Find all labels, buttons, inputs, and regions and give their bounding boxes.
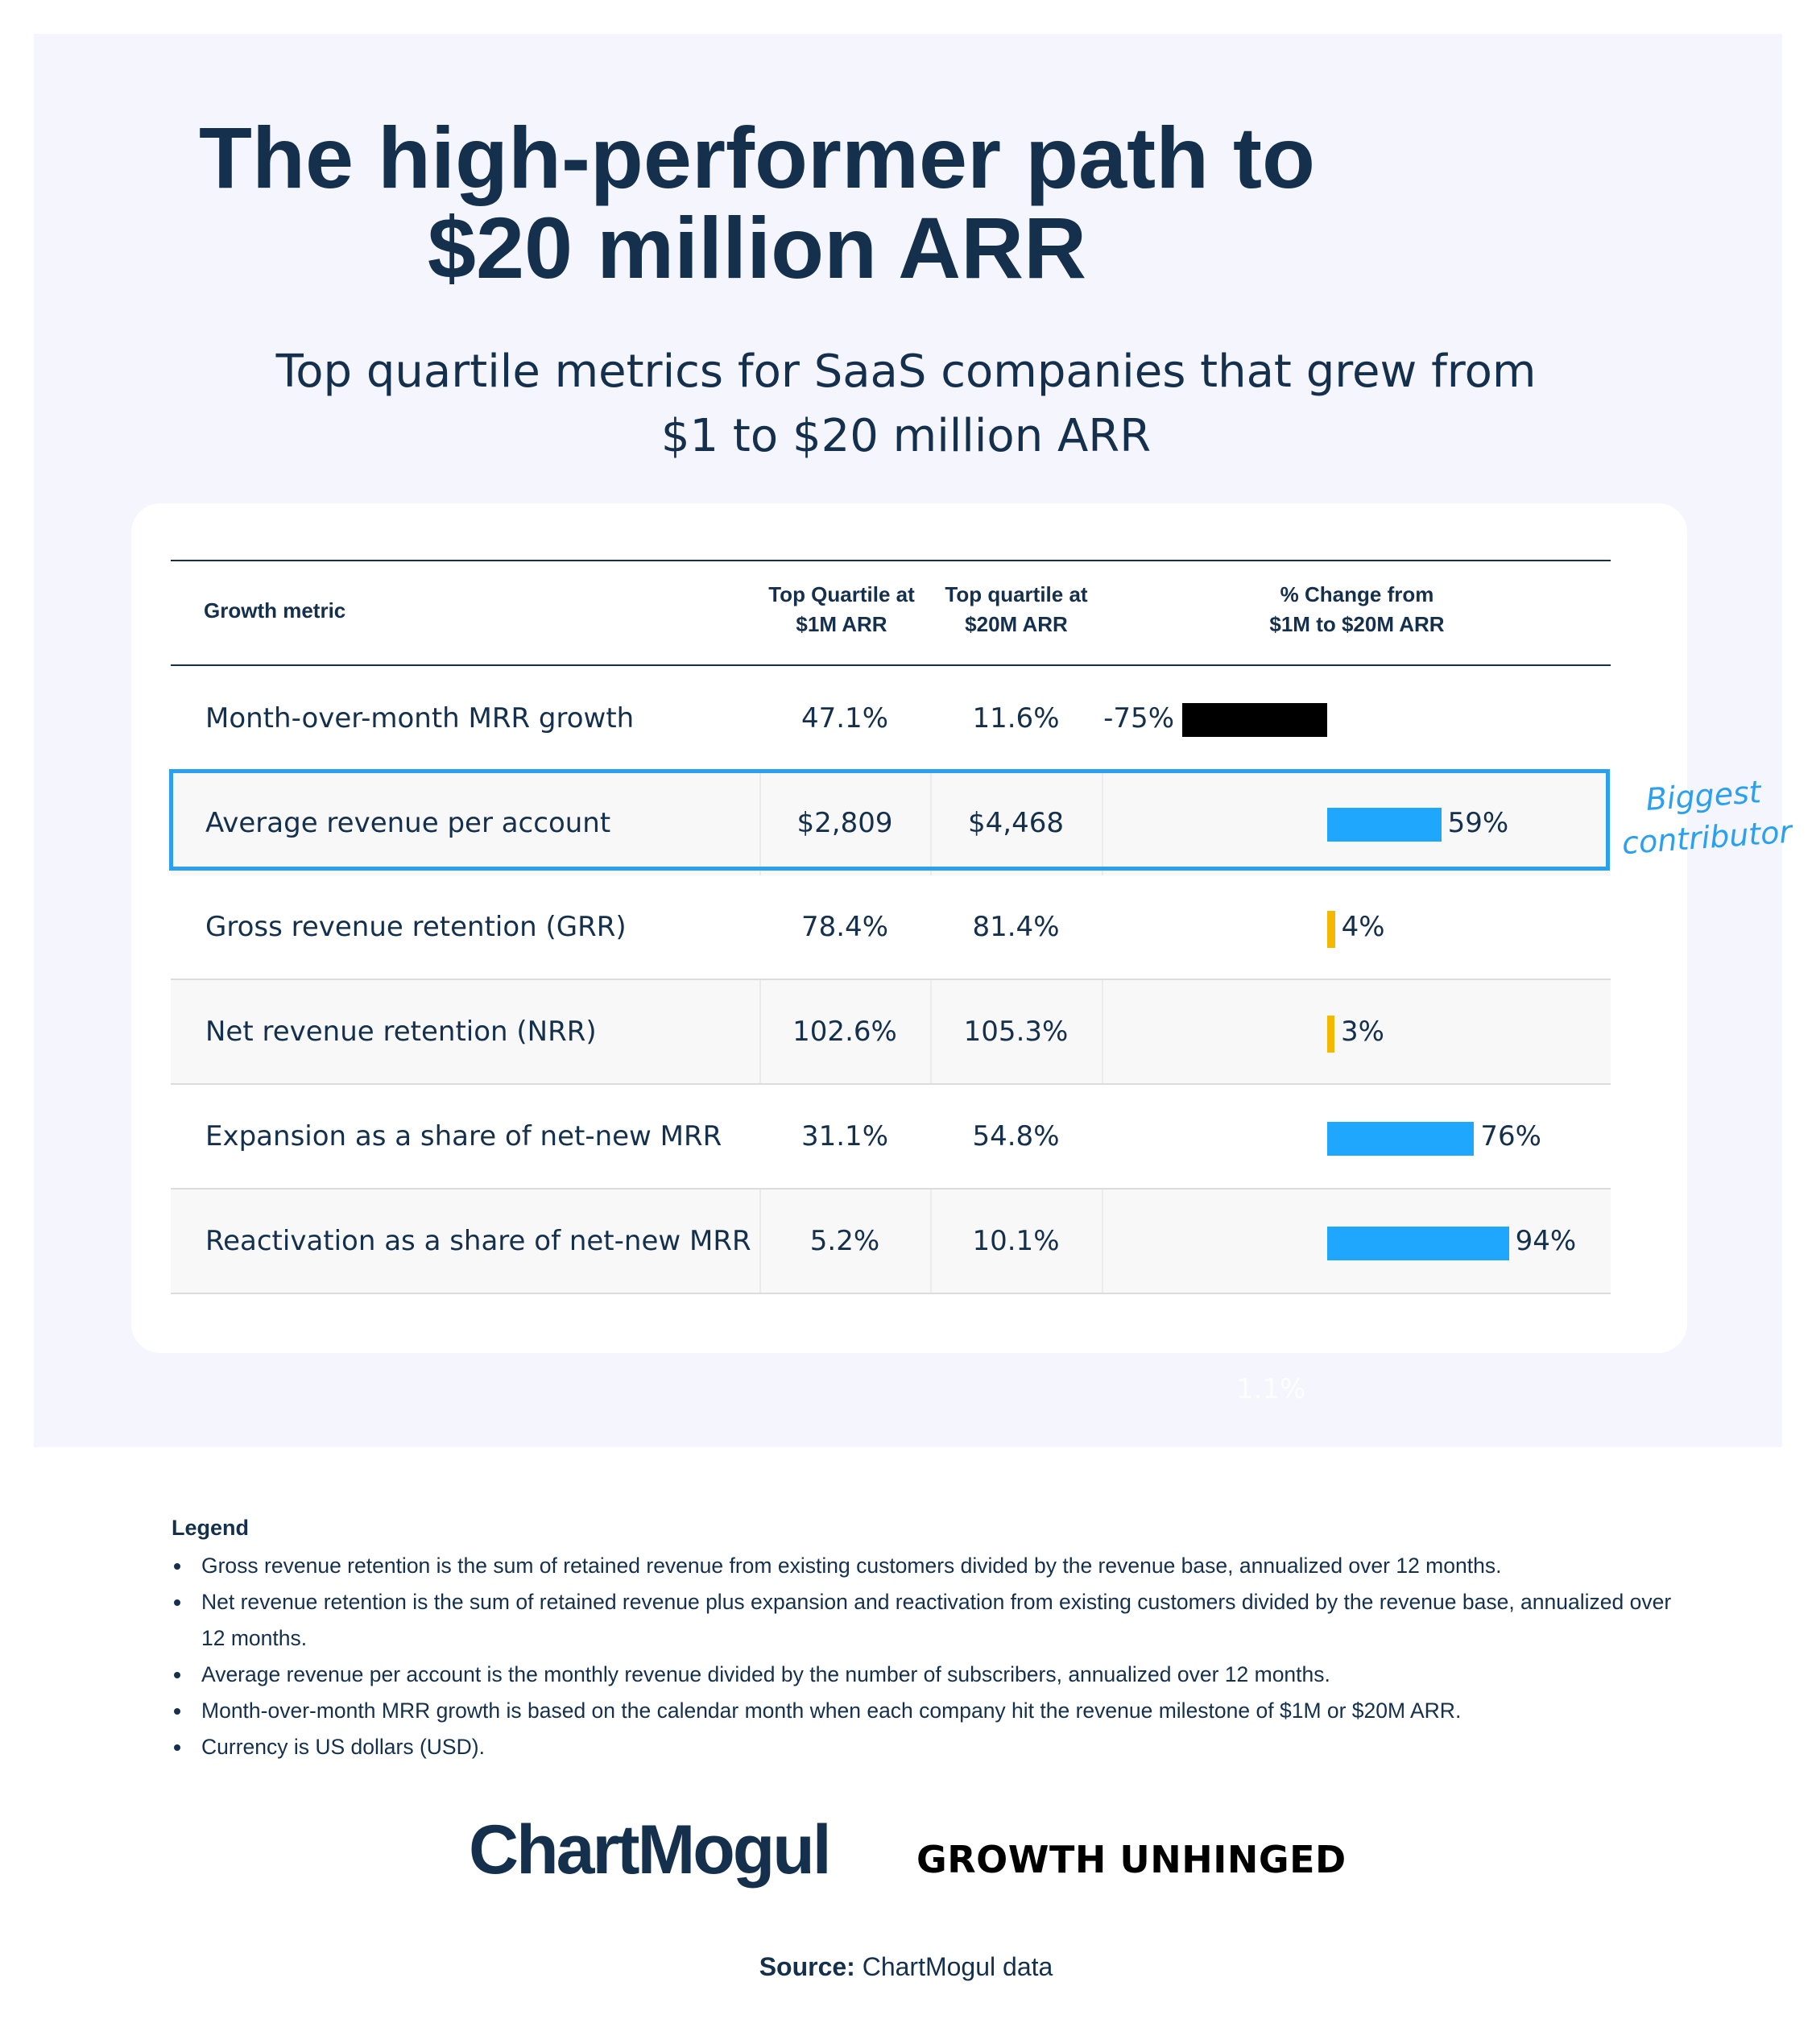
legend-item: Average revenue per account is the month…: [172, 1657, 1686, 1693]
change-label: 3%: [1341, 1016, 1384, 1048]
change-label: 76%: [1480, 1120, 1541, 1152]
legend-item-text: Net revenue retention is the sum of reta…: [201, 1590, 1672, 1650]
metric-name: Reactivation as a share of net-new MRR: [205, 1225, 751, 1257]
header-col1-line1: Top Quartile at: [768, 582, 915, 606]
legend-item-text: Average revenue per account is the month…: [201, 1662, 1330, 1686]
legend-item-text: Month-over-month MRR growth is based on …: [201, 1699, 1462, 1723]
subtitle-line-2: $1 to $20 million ARR: [660, 410, 1152, 462]
header-growth-metric: Growth metric: [204, 598, 346, 623]
column-divider: [1102, 980, 1103, 1083]
change-bar: [1327, 1016, 1334, 1053]
page-title: The high-performer path to $20 million A…: [0, 113, 1812, 293]
value-at-20m: 11.6%: [972, 702, 1060, 734]
legend-item-text: Currency is US dollars (USD).: [201, 1735, 485, 1759]
value-at-1m: 31.1%: [801, 1120, 888, 1152]
change-bar: [1327, 911, 1335, 948]
table-row: Expansion as a share of net-new MRR 31.1%…: [171, 1085, 1611, 1190]
column-divider: [930, 1190, 932, 1293]
change-label: 4%: [1341, 911, 1385, 943]
title-line-1: The high-performer path to: [199, 109, 1315, 206]
column-divider: [759, 980, 761, 1083]
page-subtitle: Top quartile metrics for SaaS companies …: [0, 340, 1812, 469]
subtitle-line-1: Top quartile metrics for SaaS companies …: [275, 345, 1537, 398]
table-top-rule: [171, 560, 1611, 561]
legend-item: Gross revenue retention is the sum of re…: [172, 1548, 1686, 1584]
bullet-icon: [174, 1744, 180, 1751]
value-at-1m: 47.1%: [801, 702, 888, 734]
source-line: Source: ChartMogul data: [0, 1952, 1812, 1982]
source-label: Source:: [759, 1952, 855, 1981]
change-bar: [1327, 1122, 1475, 1156]
value-at-20m: 54.8%: [972, 1120, 1060, 1152]
table-row: Month-over-month MRR growth 47.1% 11.6% -75…: [171, 666, 1611, 771]
bullet-icon: [174, 1708, 180, 1715]
change-bar: [1327, 808, 1442, 842]
value-at-20m: 10.1%: [972, 1225, 1060, 1257]
column-divider: [759, 1190, 761, 1293]
metric-name: Month-over-month MRR growth: [205, 702, 635, 734]
table-header-rule: [171, 664, 1611, 666]
column-divider: [930, 771, 932, 875]
column-divider: [1102, 771, 1103, 875]
table-row: Gross revenue retention (GRR) 78.4% 81.4% 4…: [171, 875, 1611, 980]
metric-name: Average revenue per account: [205, 807, 611, 839]
bullet-icon: [174, 1599, 180, 1606]
metric-name: Gross revenue retention (GRR): [205, 911, 627, 943]
change-label: -75%: [1103, 702, 1174, 734]
column-divider: [930, 980, 932, 1083]
bullet-icon: [174, 1563, 180, 1570]
metric-name: Net revenue retention (NRR): [205, 1016, 597, 1048]
growth-unhinged-logo: GROWTH UNHINGED: [916, 1838, 1347, 1881]
header-col2-line2: $20M ARR: [965, 612, 1068, 636]
ghost-label: 1.1%: [1236, 1373, 1306, 1405]
title-line-2: $20 million ARR: [427, 199, 1087, 296]
value-at-1m: $2,809: [796, 807, 893, 839]
header-col3-line2: $1M to $20M ARR: [1269, 612, 1445, 636]
value-at-20m: 105.3%: [963, 1016, 1069, 1048]
legend-item: Currency is US dollars (USD).: [172, 1729, 1686, 1765]
chartmogul-logo: ChartMogul: [469, 1811, 832, 1889]
table-row: Average revenue per account $2,809 $4,468 5…: [171, 771, 1611, 875]
header-percent-change: % Change from $1M to $20M ARR: [1196, 580, 1518, 639]
change-bar: [1327, 1227, 1509, 1260]
value-at-1m: 78.4%: [801, 911, 888, 943]
legend-item-text: Gross revenue retention is the sum of re…: [201, 1554, 1502, 1578]
bullet-icon: [174, 1672, 180, 1678]
legend-title: Legend: [172, 1516, 250, 1540]
header-top-quartile-1m: Top Quartile at $1M ARR: [753, 580, 930, 639]
header-col1-line2: $1M ARR: [796, 612, 887, 636]
change-bar: [1182, 703, 1327, 737]
legend-list: Gross revenue retention is the sum of re…: [172, 1548, 1686, 1765]
column-divider: [1102, 1190, 1103, 1293]
value-at-20m: $4,468: [968, 807, 1064, 839]
header-col2-line1: Top quartile at: [945, 582, 1088, 606]
column-divider: [759, 771, 761, 875]
table-row: Reactivation as a share of net-new MRR 5.…: [171, 1190, 1611, 1294]
table-row: Net revenue retention (NRR) 102.6% 105.3% 3…: [171, 980, 1611, 1085]
change-label: 59%: [1447, 807, 1509, 839]
annotation-biggest-contributor: Biggest contributor: [1618, 769, 1793, 864]
value-at-1m: 102.6%: [792, 1016, 897, 1048]
legend-item: Month-over-month MRR growth is based on …: [172, 1693, 1686, 1729]
change-label: 94%: [1515, 1225, 1577, 1257]
header-col3-line1: % Change from: [1280, 582, 1434, 606]
header-top-quartile-20m: Top quartile at $20M ARR: [928, 580, 1105, 639]
highlight-box: [169, 769, 1610, 871]
source-text: ChartMogul data: [854, 1952, 1053, 1981]
value-at-20m: 81.4%: [972, 911, 1060, 943]
metric-name: Expansion as a share of net-new MRR: [205, 1120, 722, 1152]
legend-item: Net revenue retention is the sum of reta…: [172, 1584, 1686, 1657]
value-at-1m: 5.2%: [809, 1225, 880, 1257]
